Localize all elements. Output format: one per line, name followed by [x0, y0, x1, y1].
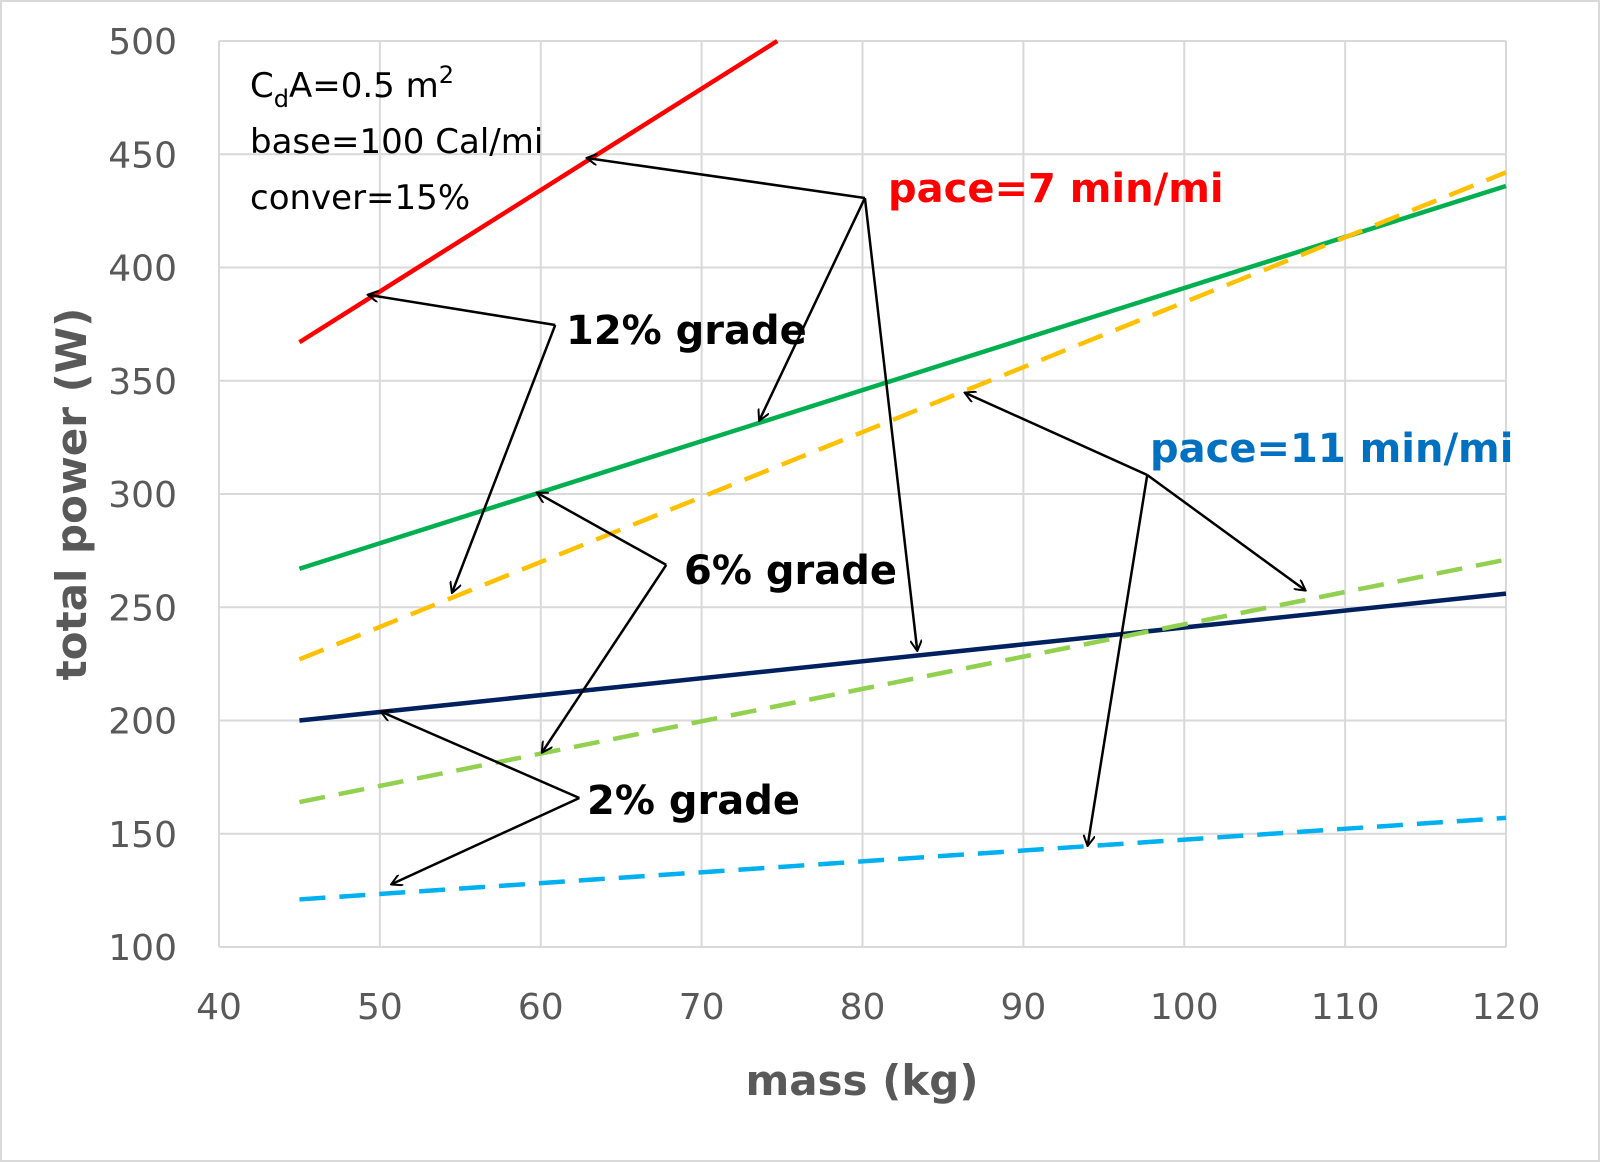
annotation-arrows: [369, 158, 1305, 884]
annotation-arrow: [381, 712, 580, 800]
series-line: [298, 170, 1507, 662]
annotation-arrow: [538, 493, 667, 566]
y-tick-label: 150: [108, 815, 177, 856]
annotation-pace-7: pace=7 min/mi: [888, 166, 1224, 212]
conver-note: conver=15%: [250, 178, 470, 218]
x-tick-label: 50: [357, 987, 403, 1028]
x-tick-label: 120: [1472, 987, 1541, 1028]
annotation-arrow: [760, 197, 867, 420]
y-tick-label: 300: [108, 475, 177, 516]
annotation-arrow: [587, 158, 866, 200]
annotation-arrow: [965, 393, 1148, 477]
annotation-arrow: [863, 197, 917, 650]
tick-labels: 40 50 60 70 80 90 100 110 120 100 150 200 250 300 350 4…: [108, 22, 1540, 1028]
series-line: [298, 183, 1507, 571]
y-tick-label: 200: [108, 702, 177, 743]
x-tick-label: 110: [1311, 987, 1380, 1028]
annotation-arrow: [392, 796, 580, 884]
annotation-arrow: [542, 564, 668, 752]
annotation-arrow: [452, 324, 557, 592]
series-line: [299, 815, 1507, 902]
annotation-6-grade: 6% grade: [684, 548, 897, 594]
annotation-arrow: [1088, 474, 1149, 845]
y-tick-label: 400: [108, 249, 177, 290]
y-tick-label: 500: [108, 22, 177, 63]
x-axis-label: mass (kg): [745, 1056, 978, 1105]
annotation-2-grade: 2% grade: [587, 778, 800, 824]
annotation-12-grade: 12% grade: [566, 308, 807, 354]
y-tick-label: 250: [108, 588, 177, 629]
annotation-arrow: [369, 295, 556, 327]
base-note: base=100 Cal/mi: [250, 122, 543, 162]
x-tick-label: 40: [196, 987, 242, 1028]
x-tick-label: 90: [1000, 987, 1046, 1028]
annotation-pace-11: pace=11 min/mi: [1150, 426, 1513, 472]
x-tick-label: 70: [679, 987, 725, 1028]
cda-note: CdA=0.5 m2: [250, 61, 454, 113]
x-tick-label: 60: [518, 987, 564, 1028]
x-tick-label: 100: [1150, 987, 1219, 1028]
y-tick-label: 450: [108, 135, 177, 176]
y-tick-label: 350: [108, 362, 177, 403]
y-axis-label: total power (W): [47, 308, 96, 681]
x-tick-label: 80: [840, 987, 886, 1028]
series-lines: [298, 39, 1507, 902]
series-line: [298, 557, 1507, 805]
y-tick-label: 100: [108, 928, 177, 969]
annotation-arrow: [1146, 473, 1305, 590]
series-line: [299, 591, 1507, 723]
